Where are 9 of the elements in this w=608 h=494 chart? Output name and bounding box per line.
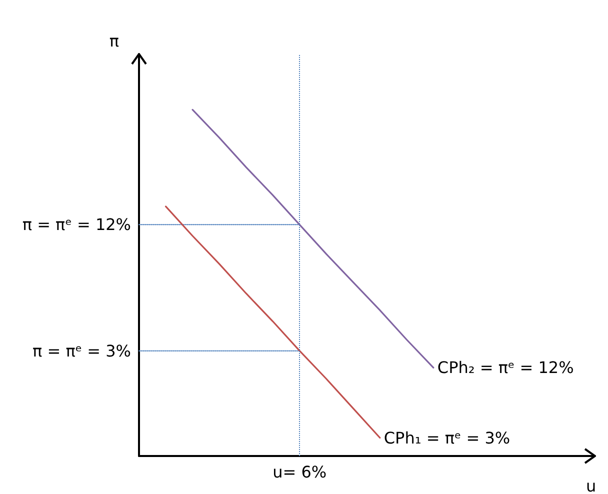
line-series: [164, 206, 381, 439]
x-axis-title: u: [586, 476, 596, 494]
y-axis-title: π: [109, 32, 120, 50]
y-tick-label: π = πᵉ = 3%: [32, 341, 131, 360]
series-label: CPh₁ = πᵉ = 3%: [384, 428, 510, 448]
x-tick-label: u= 6%: [272, 462, 327, 482]
y-tick-label: π = πᵉ = 12%: [22, 215, 131, 234]
line-series: [192, 108, 434, 368]
series-label: CPh₂ = πᵉ = 12%: [437, 358, 574, 378]
